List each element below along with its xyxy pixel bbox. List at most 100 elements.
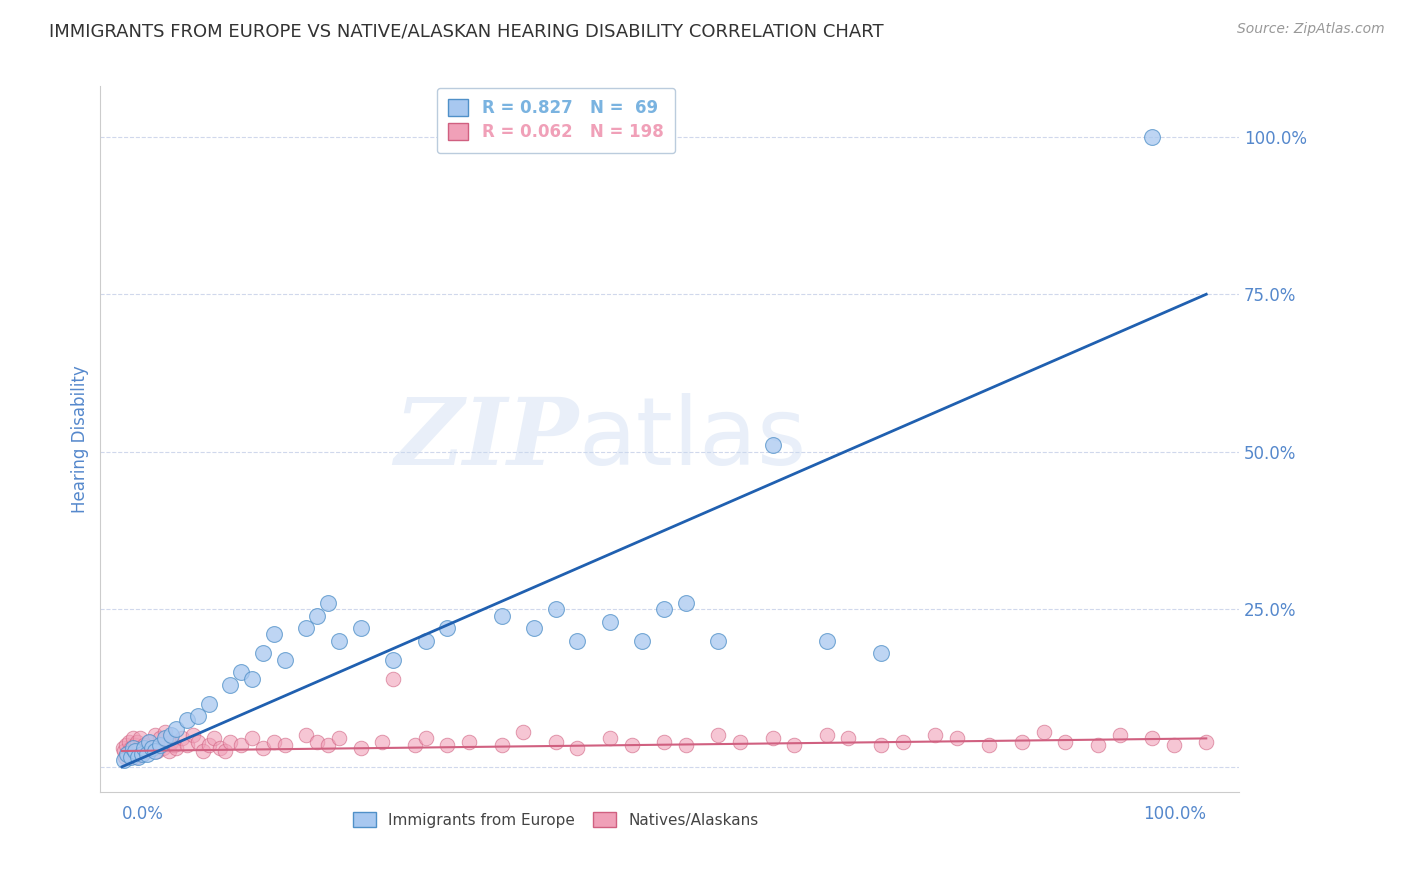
- Point: [128, 740, 150, 755]
- Point: [436, 621, 458, 635]
- Point: [761, 438, 783, 452]
- Text: Source: ZipAtlas.com: Source: ZipAtlas.com: [1237, 22, 1385, 37]
- Point: [599, 731, 621, 746]
- Point: [1195, 734, 1218, 748]
- Point: [240, 731, 263, 746]
- Point: [187, 709, 209, 723]
- Text: atlas: atlas: [578, 393, 807, 485]
- Point: [870, 646, 893, 660]
- Point: [115, 738, 138, 752]
- Point: [197, 697, 219, 711]
- Point: [117, 747, 139, 761]
- Point: [523, 621, 546, 635]
- Point: [159, 734, 181, 748]
- Point: [512, 725, 534, 739]
- Point: [117, 747, 139, 761]
- Point: [815, 633, 838, 648]
- Point: [138, 734, 160, 748]
- Point: [837, 731, 859, 746]
- Legend: Immigrants from Europe, Natives/Alaskans: Immigrants from Europe, Natives/Alaskans: [347, 805, 765, 834]
- Point: [152, 740, 174, 755]
- Point: [273, 738, 295, 752]
- Point: [382, 672, 405, 686]
- Point: [176, 713, 198, 727]
- Point: [458, 734, 481, 748]
- Point: [120, 750, 142, 764]
- Point: [675, 738, 697, 752]
- Point: [145, 744, 167, 758]
- Point: [652, 734, 675, 748]
- Point: [707, 633, 730, 648]
- Point: [118, 750, 141, 764]
- Point: [141, 740, 163, 755]
- Point: [652, 602, 675, 616]
- Point: [761, 731, 783, 746]
- Point: [707, 728, 730, 742]
- Point: [544, 602, 567, 616]
- Point: [316, 596, 339, 610]
- Point: [404, 738, 426, 752]
- Point: [436, 738, 458, 752]
- Point: [316, 738, 339, 752]
- Text: IMMIGRANTS FROM EUROPE VS NATIVE/ALASKAN HEARING DISABILITY CORRELATION CHART: IMMIGRANTS FROM EUROPE VS NATIVE/ALASKAN…: [49, 22, 884, 40]
- Point: [112, 754, 135, 768]
- Point: [631, 633, 654, 648]
- Point: [117, 734, 139, 748]
- Point: [783, 738, 806, 752]
- Point: [415, 731, 437, 746]
- Point: [181, 728, 204, 742]
- Point: [202, 731, 225, 746]
- Point: [149, 731, 172, 746]
- Point: [112, 744, 135, 758]
- Point: [599, 615, 621, 629]
- Point: [127, 734, 149, 748]
- Point: [415, 633, 437, 648]
- Point: [349, 621, 371, 635]
- Point: [155, 725, 177, 739]
- Point: [295, 728, 318, 742]
- Point: [252, 740, 274, 755]
- Point: [307, 734, 329, 748]
- Point: [114, 750, 136, 764]
- Point: [1140, 129, 1163, 144]
- Point: [620, 738, 643, 752]
- Text: ZIP: ZIP: [394, 394, 578, 484]
- Point: [1011, 734, 1033, 748]
- Point: [120, 740, 142, 755]
- Point: [979, 738, 1001, 752]
- Point: [122, 747, 145, 761]
- Point: [295, 621, 318, 635]
- Point: [307, 608, 329, 623]
- Point: [122, 740, 145, 755]
- Point: [567, 633, 589, 648]
- Point: [273, 653, 295, 667]
- Point: [544, 734, 567, 748]
- Point: [149, 738, 172, 752]
- Point: [187, 734, 209, 748]
- Point: [328, 633, 350, 648]
- Point: [240, 672, 263, 686]
- Point: [728, 734, 751, 748]
- Point: [491, 738, 513, 752]
- Point: [125, 750, 148, 764]
- Point: [815, 728, 838, 742]
- Point: [165, 722, 187, 736]
- Point: [219, 678, 242, 692]
- Point: [143, 728, 166, 742]
- Point: [231, 738, 253, 752]
- Point: [1054, 734, 1077, 748]
- Point: [131, 747, 153, 761]
- Point: [263, 734, 285, 748]
- Text: 100.0%: 100.0%: [1143, 805, 1206, 822]
- Point: [371, 734, 394, 748]
- Point: [252, 646, 274, 660]
- Y-axis label: Hearing Disability: Hearing Disability: [72, 366, 89, 513]
- Point: [214, 744, 236, 758]
- Point: [124, 738, 146, 752]
- Point: [163, 738, 186, 752]
- Point: [349, 740, 371, 755]
- Point: [138, 734, 160, 748]
- Point: [1140, 731, 1163, 746]
- Point: [176, 738, 198, 752]
- Point: [197, 738, 219, 752]
